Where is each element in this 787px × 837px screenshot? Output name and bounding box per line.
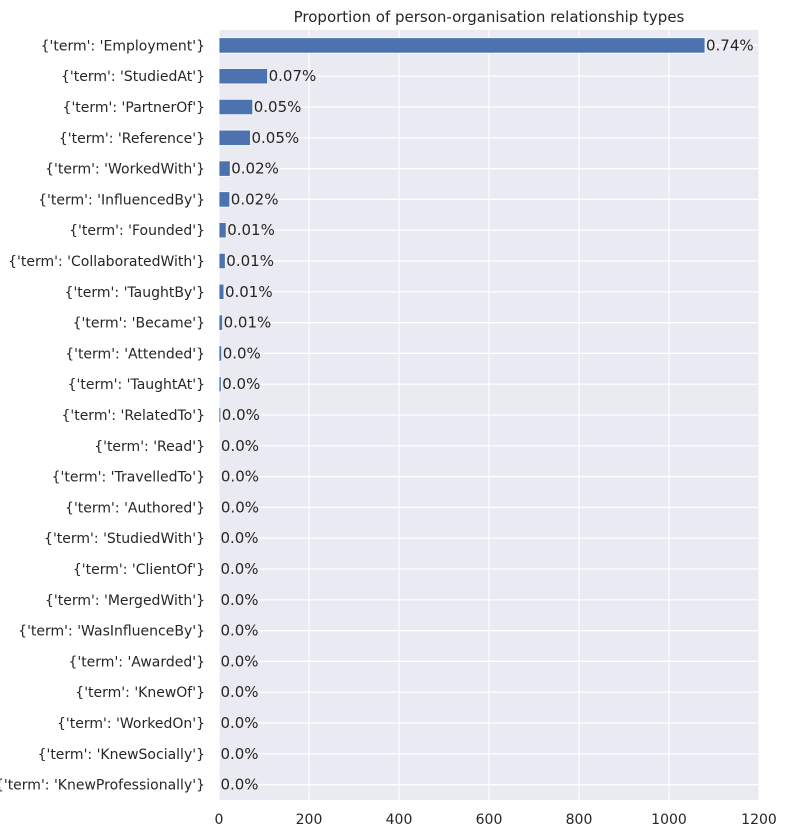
data-label: 0.01% [226, 252, 274, 270]
data-label: 0.0% [223, 344, 261, 362]
bar [218, 314, 223, 331]
category-label: {'term': 'KnewProfessionally'} [0, 778, 205, 794]
data-label: 0.0% [220, 683, 258, 701]
bar [218, 376, 222, 393]
category-label: {'term': 'Read'} [94, 439, 205, 455]
data-labels: 0.74% 0.07% 0.05% 0.05% 0.02% 0.02% 0.01% 0.01%… [220, 36, 753, 793]
category-label: {'term': 'MergedWith'} [45, 593, 205, 609]
bar [218, 406, 222, 424]
category-label: {'term': 'ClientOf'} [73, 562, 205, 578]
data-label: 0.0% [220, 622, 258, 640]
data-label: 0.0% [221, 437, 259, 455]
data-label: 0.74% [706, 36, 754, 54]
category-label: {'term': 'Employment'} [41, 38, 205, 54]
category-label: {'term': 'RelatedTo'} [61, 408, 205, 424]
data-label: 0.01% [227, 221, 275, 239]
bars [218, 37, 706, 793]
category-label: {'term': 'StudiedAt'} [61, 69, 205, 85]
data-label: 0.0% [220, 591, 258, 609]
data-label: 0.02% [231, 190, 279, 208]
gridlines [218, 30, 760, 800]
category-label: {'term': 'Attended'} [65, 346, 205, 362]
data-label: 0.0% [220, 745, 258, 763]
category-label: {'term': 'CollaboratedWith'} [8, 254, 205, 270]
category-label: {'term': 'Authored'} [65, 500, 205, 516]
data-label: 0.0% [221, 498, 259, 516]
x-tick-label: 1200 [741, 812, 777, 828]
data-label: 0.01% [225, 283, 273, 301]
category-label: {'term': 'TravelledTo'} [52, 470, 205, 486]
category-label: {'term': 'PartnerOf'} [63, 100, 205, 116]
data-label: 0.01% [224, 314, 272, 332]
x-tick-label: 200 [296, 812, 323, 828]
category-label: {'term': 'Became'} [73, 316, 205, 332]
bar [218, 283, 225, 300]
bar [218, 252, 226, 270]
category-label: {'term': 'KnewOf'} [75, 685, 205, 701]
bar [218, 191, 231, 208]
data-label: 0.07% [269, 67, 317, 85]
data-label: 0.0% [220, 714, 258, 732]
data-label: 0.05% [252, 129, 300, 147]
category-label: {'term': 'TaughtAt'} [68, 377, 205, 393]
chart-title: Proportion of person-organisation relati… [294, 8, 685, 26]
bar [218, 98, 254, 116]
x-tick-label: 0 [215, 812, 224, 828]
category-labels: {'term': 'Employment'} {'term': 'StudiedA… [0, 38, 205, 793]
x-axis-ticks: 0 200 400 600 800 1000 1200 [215, 812, 777, 828]
data-label: 0.0% [222, 375, 260, 393]
bar [218, 345, 223, 362]
bar [218, 499, 221, 516]
category-label: {'term': 'InfluencedBy'} [38, 192, 205, 208]
x-tick-label: 400 [386, 812, 413, 828]
category-label: {'term': 'WorkedWith'} [45, 162, 205, 178]
category-label: {'term': 'Founded'} [69, 223, 205, 239]
x-tick-label: 800 [566, 812, 593, 828]
category-label: {'term': 'StudiedWith'} [44, 531, 205, 547]
bar [218, 222, 227, 239]
bar [218, 437, 221, 454]
category-label: {'term': 'Reference'} [59, 131, 205, 147]
bar [218, 129, 251, 146]
bar [218, 68, 268, 85]
bar [218, 160, 231, 177]
data-label: 0.0% [222, 406, 260, 424]
data-label: 0.0% [220, 652, 258, 670]
category-label: {'term': 'TaughtBy'} [65, 285, 205, 301]
x-tick-label: 600 [476, 812, 503, 828]
data-label: 0.0% [220, 776, 258, 794]
category-label: {'term': 'WorkedOn'} [57, 716, 205, 732]
bar [218, 468, 221, 485]
bar [218, 37, 706, 54]
x-tick-label: 1000 [651, 812, 687, 828]
data-label: 0.0% [220, 560, 258, 578]
category-label: {'term': 'WasInfluenceBy'} [18, 624, 205, 640]
data-label: 0.02% [231, 160, 279, 178]
category-label: {'term': 'KnewSocially'} [38, 747, 205, 763]
data-label: 0.0% [220, 529, 258, 547]
data-label: 0.05% [254, 98, 302, 116]
data-label: 0.0% [221, 468, 259, 486]
category-label: {'term': 'Awarded'} [68, 654, 205, 670]
